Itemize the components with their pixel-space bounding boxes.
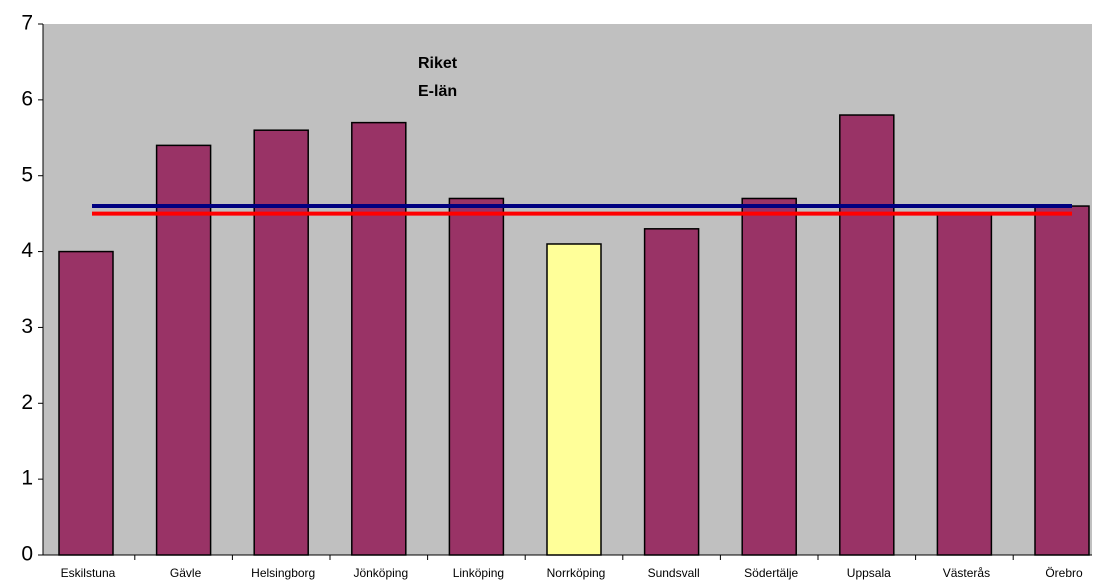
y-tick-label: 1 bbox=[21, 467, 33, 490]
y-tick-label: 3 bbox=[21, 315, 33, 338]
x-tick-label: Linköping bbox=[453, 566, 504, 580]
y-tick-label: 7 bbox=[21, 12, 33, 35]
x-tick-label: Helsingborg bbox=[251, 566, 315, 580]
bar bbox=[351, 121, 407, 556]
bar bbox=[1034, 205, 1090, 556]
y-tick-label: 4 bbox=[21, 239, 33, 262]
bar bbox=[741, 197, 797, 556]
x-tick-label: Örebro bbox=[1045, 566, 1083, 580]
y-tick-label: 5 bbox=[21, 163, 33, 186]
x-tick-label: Sundsvall bbox=[648, 566, 700, 580]
x-tick-label: Uppsala bbox=[847, 566, 891, 580]
bar bbox=[936, 212, 993, 556]
bar bbox=[643, 228, 700, 556]
x-tick-label: Eskilstuna bbox=[61, 566, 116, 580]
x-tick-label: Jönköping bbox=[353, 566, 408, 580]
bar bbox=[253, 129, 309, 556]
bar bbox=[448, 197, 505, 556]
bar bbox=[839, 114, 895, 556]
bar bbox=[58, 250, 114, 556]
x-tick-label: Norrköping bbox=[547, 566, 606, 580]
y-tick-label: 2 bbox=[21, 391, 33, 414]
x-tick-label: Södertälje bbox=[744, 566, 798, 580]
x-tick-label: Gävle bbox=[170, 566, 202, 580]
legend-label: E-län bbox=[418, 83, 457, 100]
bar bbox=[546, 243, 602, 556]
y-tick-label: 0 bbox=[21, 543, 33, 566]
legend-label: Riket bbox=[418, 55, 458, 72]
x-tick-label: Västerås bbox=[943, 566, 990, 580]
y-tick-label: 6 bbox=[21, 87, 33, 110]
